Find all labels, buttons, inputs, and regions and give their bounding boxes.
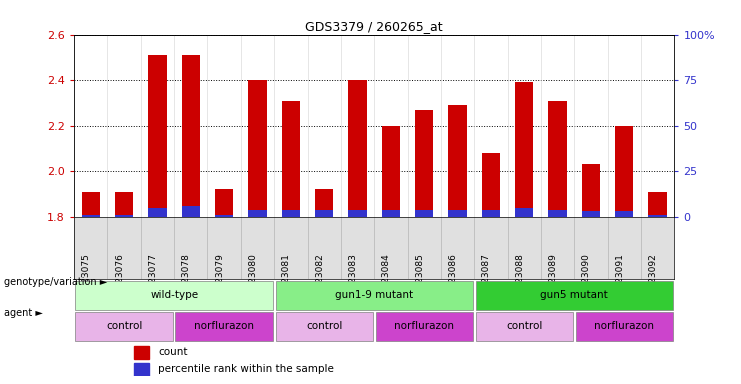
FancyBboxPatch shape <box>476 312 573 341</box>
Bar <box>582 164 600 217</box>
Text: percentile rank within the sample: percentile rank within the sample <box>158 364 334 374</box>
Bar <box>215 189 233 217</box>
Bar <box>648 215 667 217</box>
Bar <box>382 210 400 217</box>
Bar <box>648 192 667 217</box>
Bar <box>348 210 367 217</box>
Bar <box>282 101 300 217</box>
Text: norflurazon: norflurazon <box>594 321 654 331</box>
Bar <box>582 211 600 217</box>
Bar <box>148 208 167 217</box>
FancyBboxPatch shape <box>276 281 473 310</box>
Bar <box>615 126 634 217</box>
FancyBboxPatch shape <box>176 312 273 341</box>
Bar <box>82 192 100 217</box>
Bar <box>615 211 634 217</box>
Bar <box>134 363 149 376</box>
FancyBboxPatch shape <box>476 281 673 310</box>
Text: gun1-9 mutant: gun1-9 mutant <box>335 290 413 300</box>
Bar <box>482 153 500 217</box>
Bar <box>448 210 467 217</box>
Text: norflurazon: norflurazon <box>194 321 254 331</box>
Bar <box>515 83 534 217</box>
Bar <box>248 210 267 217</box>
Title: GDS3379 / 260265_at: GDS3379 / 260265_at <box>305 20 443 33</box>
Bar <box>548 101 567 217</box>
Bar <box>515 208 534 217</box>
Bar <box>282 210 300 217</box>
Bar <box>482 210 500 217</box>
Text: control: control <box>106 321 142 331</box>
Bar <box>348 80 367 217</box>
FancyBboxPatch shape <box>76 281 273 310</box>
Bar <box>315 189 333 217</box>
Bar <box>548 210 567 217</box>
Bar <box>148 55 167 217</box>
Bar <box>115 215 133 217</box>
Text: genotype/variation ►: genotype/variation ► <box>4 277 107 287</box>
Bar <box>382 126 400 217</box>
Bar <box>82 215 100 217</box>
Text: gun5 mutant: gun5 mutant <box>540 290 608 300</box>
Bar <box>215 215 233 217</box>
Text: control: control <box>506 321 542 331</box>
Bar <box>315 210 333 217</box>
Bar <box>182 55 200 217</box>
Text: control: control <box>306 321 342 331</box>
FancyBboxPatch shape <box>576 312 673 341</box>
Text: wild-type: wild-type <box>150 290 198 300</box>
FancyBboxPatch shape <box>76 312 173 341</box>
Bar <box>115 192 133 217</box>
Text: norflurazon: norflurazon <box>394 321 454 331</box>
Bar <box>134 346 149 359</box>
Bar <box>182 206 200 217</box>
Bar <box>448 105 467 217</box>
FancyBboxPatch shape <box>376 312 473 341</box>
Text: agent ►: agent ► <box>4 308 42 318</box>
Bar <box>415 210 433 217</box>
Bar <box>248 80 267 217</box>
Bar <box>415 110 433 217</box>
FancyBboxPatch shape <box>276 312 373 341</box>
Text: count: count <box>158 348 187 358</box>
